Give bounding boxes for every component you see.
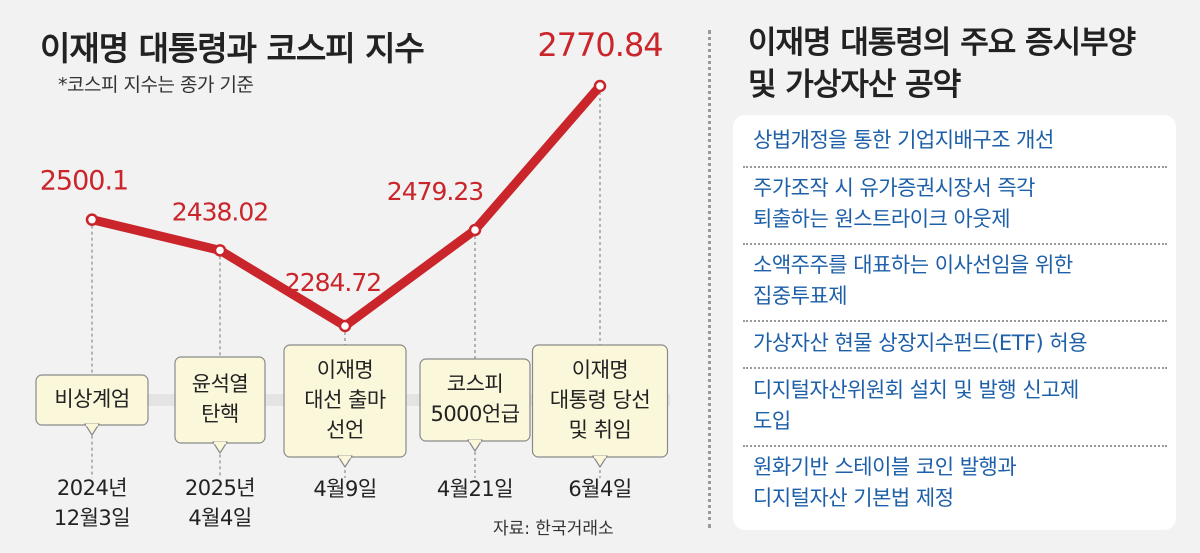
panel-divider [708,30,711,528]
event-label: 이재명 대선 출마 선언 [304,358,386,442]
chart-subtitle: *코스피 지수는 종가 기준 [58,74,254,96]
pledge-divider [743,445,1167,447]
pledges-box: 상법개정을 통한 기업지배구조 개선 주가조작 시 유가증권시장서 즉각 퇴출하… [733,115,1176,530]
event-callout: 이재명 대통령 당선 및 취임 [531,344,669,468]
pledge-item: 소액주주를 대표하는 이사선임을 위한 집중투표제 [753,253,1073,308]
pledge-divider [743,367,1167,369]
event-label: 이재명 대통령 당선 및 취임 [550,358,650,442]
data-point [338,319,352,333]
data-point [213,244,227,257]
data-label: 2770.84 [537,26,662,64]
event-callout: 윤석열 탄핵 [174,356,266,454]
x-tick-label: 2025년 4월4일 [185,476,255,530]
kospi-line-chart: 2500.1 2438.02 2284.72 2479.23 2770.84 비상계엄 윤… [35,26,670,530]
event-callout: 이재명 대선 출마 선언 [283,344,407,468]
event-label: 코스피 5000언급 [430,372,519,426]
event-callout: 비상계엄 [35,374,149,436]
pledge-item: 주가조작 시 유가증권시장서 즉각 퇴출하는 원스트라이크 아웃제 [753,176,1036,231]
x-tick-label: 4월21일 [437,477,513,501]
data-point [85,213,99,226]
pledge-item: 디지털자산위원회 설치 및 발행 신고제 도입 [753,378,1079,433]
pledge-divider [743,320,1167,322]
source-note: 자료: 한국거래소 [493,519,614,539]
data-label: 2438.02 [172,197,268,226]
pledges-title: 이재명 대통령의 주요 증시부양 및 가상자산 공약 [748,25,1136,103]
pledge-divider [743,166,1167,168]
pledge-item: 원화기반 스테이블 코인 발행과 디지털자산 기본법 제정 [753,455,1017,510]
data-point [468,223,482,237]
event-label: 윤석열 탄핵 [192,372,248,426]
event-callout: 코스피 5000언급 [419,358,531,452]
x-tick-label: 6월4일 [568,477,631,501]
data-label: 2284.72 [285,268,381,297]
pledge-item: 상법개정을 통한 기업지배구조 개선 [753,128,1054,152]
chart-title: 이재명 대통령과 코스피 지수 [40,29,425,68]
event-label: 비상계엄 [54,387,129,411]
pledge-divider [743,243,1167,245]
data-label: 2479.23 [387,177,483,206]
data-label: 2500.1 [40,166,128,197]
pledge-item: 가상자산 현물 상장지수펀드(ETF) 허용 [753,331,1088,355]
data-point [593,79,607,93]
event-box [174,356,266,444]
x-tick-label: 4월9일 [313,477,376,501]
x-tick-label: 2024년 12월3일 [54,476,130,530]
